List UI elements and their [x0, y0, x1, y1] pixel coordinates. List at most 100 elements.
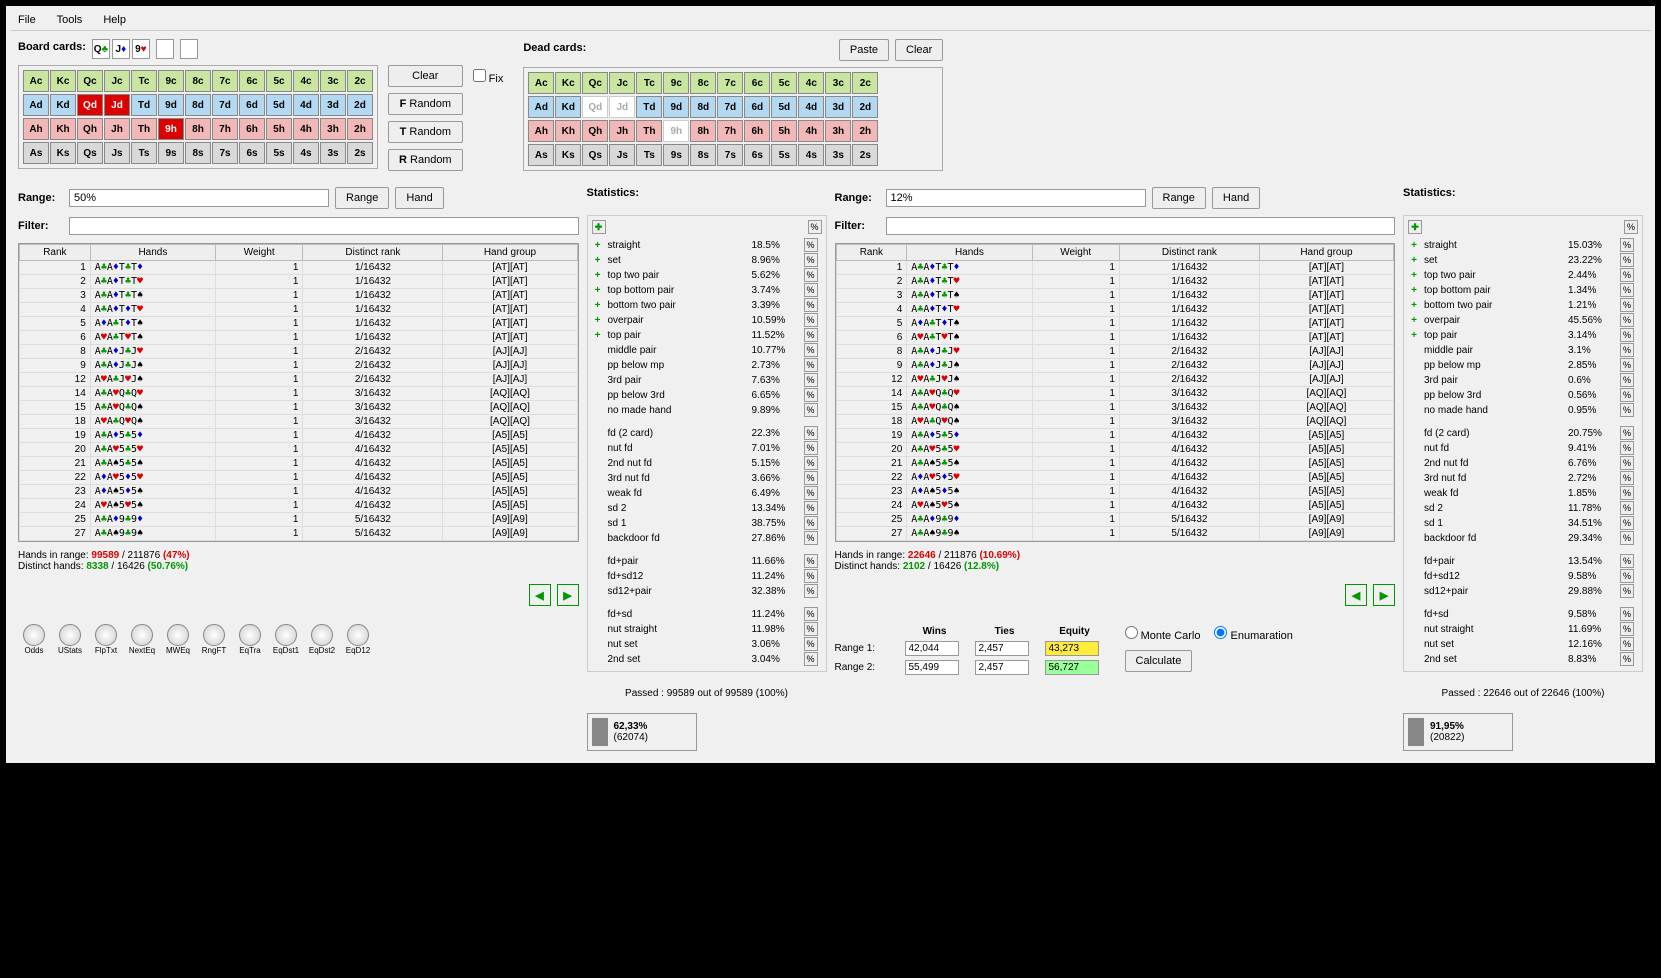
- hand-button-right[interactable]: Hand: [1212, 187, 1260, 209]
- card-9d[interactable]: 9d: [663, 96, 689, 118]
- filter-input-left[interactable]: [69, 217, 579, 235]
- calculate-button[interactable]: Calculate: [1125, 650, 1193, 672]
- card-2d[interactable]: 2d: [852, 96, 878, 118]
- card-Ah[interactable]: Ah: [23, 118, 49, 140]
- expand-icon[interactable]: +: [592, 315, 604, 326]
- pct-btn[interactable]: %: [804, 388, 818, 402]
- card-6s[interactable]: 6s: [744, 144, 770, 166]
- tool-eqdst1[interactable]: EqDst1: [270, 624, 302, 655]
- card-Tc[interactable]: Tc: [636, 72, 662, 94]
- table-row[interactable]: 27A♣A♠9♣9♠15/16432[A9][A9]: [836, 527, 1394, 541]
- board-card-Qc[interactable]: Q♣: [92, 39, 110, 59]
- card-Kc[interactable]: Kc: [555, 72, 581, 94]
- card-7s[interactable]: 7s: [717, 144, 743, 166]
- pct-btn[interactable]: %: [1620, 516, 1634, 530]
- card-9h[interactable]: 9h: [158, 118, 184, 140]
- r1-wins[interactable]: [905, 641, 959, 656]
- pct-btn[interactable]: %: [804, 373, 818, 387]
- pct-btn[interactable]: %: [804, 253, 818, 267]
- card-5h[interactable]: 5h: [771, 120, 797, 142]
- expand-icon[interactable]: +: [592, 240, 604, 251]
- board-random-f-button[interactable]: F Random: [388, 93, 463, 115]
- tool-mweq[interactable]: MWEq: [162, 624, 194, 655]
- board-random-t-button[interactable]: T Random: [388, 121, 463, 143]
- board-card-9h[interactable]: 9♥: [132, 39, 150, 59]
- pct-btn[interactable]: %: [1620, 298, 1634, 312]
- card-8d[interactable]: 8d: [185, 94, 211, 116]
- table-row[interactable]: 9A♣A♦J♣J♠12/16432[AJ][AJ]: [836, 359, 1394, 373]
- pct-btn[interactable]: %: [804, 313, 818, 327]
- card-5d[interactable]: 5d: [266, 94, 292, 116]
- pct-btn[interactable]: %: [804, 456, 818, 470]
- expand-icon[interactable]: +: [1408, 330, 1420, 341]
- table-row[interactable]: 23A♦A♠5♦5♠14/16432[A5][A5]: [836, 485, 1394, 499]
- hand-button-left[interactable]: Hand: [395, 187, 443, 209]
- card-Jc[interactable]: Jc: [609, 72, 635, 94]
- pct-btn[interactable]: %: [1620, 471, 1634, 485]
- table-row[interactable]: 21A♣A♠5♣5♠14/16432[A5][A5]: [836, 457, 1394, 471]
- menu-file[interactable]: File: [18, 14, 36, 26]
- card-Th[interactable]: Th: [636, 120, 662, 142]
- card-Jh[interactable]: Jh: [609, 120, 635, 142]
- card-Ac[interactable]: Ac: [23, 70, 49, 92]
- board-empty-slot[interactable]: [156, 39, 174, 59]
- tool-flptxt[interactable]: FlpTxt: [90, 624, 122, 655]
- card-3d[interactable]: 3d: [825, 96, 851, 118]
- pct-btn[interactable]: %: [804, 516, 818, 530]
- card-7h[interactable]: 7h: [212, 118, 238, 140]
- expand-icon[interactable]: +: [592, 300, 604, 311]
- card-Ad[interactable]: Ad: [23, 94, 49, 116]
- pct-btn[interactable]: %: [804, 501, 818, 515]
- card-4s[interactable]: 4s: [798, 144, 824, 166]
- table-row[interactable]: 8A♣A♦J♣J♥12/16432[AJ][AJ]: [20, 345, 578, 359]
- pct-btn[interactable]: %: [1620, 637, 1634, 651]
- expand-icon[interactable]: +: [592, 285, 604, 296]
- card-Kc[interactable]: Kc: [50, 70, 76, 92]
- dead-clear-button[interactable]: Clear: [895, 39, 943, 61]
- pct-btn[interactable]: %: [804, 486, 818, 500]
- board-empty-slot[interactable]: [180, 39, 198, 59]
- pct-btn[interactable]: %: [1620, 313, 1634, 327]
- pct-btn[interactable]: %: [804, 426, 818, 440]
- card-4s[interactable]: 4s: [293, 142, 319, 164]
- card-3c[interactable]: 3c: [320, 70, 346, 92]
- card-Td[interactable]: Td: [636, 96, 662, 118]
- pct-btn[interactable]: %: [804, 569, 818, 583]
- card-3h[interactable]: 3h: [320, 118, 346, 140]
- card-7d[interactable]: 7d: [212, 94, 238, 116]
- tool-rngft[interactable]: RngFT: [198, 624, 230, 655]
- nav-next-left[interactable]: ▶: [557, 584, 579, 606]
- card-6h[interactable]: 6h: [744, 120, 770, 142]
- card-4c[interactable]: 4c: [798, 72, 824, 94]
- tool-eqdst2[interactable]: EqDst2: [306, 624, 338, 655]
- card-Jd[interactable]: Jd: [104, 94, 130, 116]
- pct-btn[interactable]: %: [804, 298, 818, 312]
- table-row[interactable]: 18A♥A♣Q♥Q♠13/16432[AQ][AQ]: [836, 415, 1394, 429]
- card-9d[interactable]: 9d: [158, 94, 184, 116]
- fix-checkbox[interactable]: [473, 69, 486, 82]
- table-row[interactable]: 1A♣A♦T♣T♦11/16432[AT][AT]: [20, 261, 578, 275]
- pct-btn[interactable]: %: [1620, 501, 1634, 515]
- pct-btn[interactable]: %: [804, 343, 818, 357]
- card-3s[interactable]: 3s: [320, 142, 346, 164]
- card-2h[interactable]: 2h: [347, 118, 373, 140]
- table-row[interactable]: 20A♣A♥5♣5♥14/16432[A5][A5]: [836, 443, 1394, 457]
- menu-help[interactable]: Help: [103, 14, 126, 26]
- card-3c[interactable]: 3c: [825, 72, 851, 94]
- table-row[interactable]: 15A♣A♥Q♣Q♠13/16432[AQ][AQ]: [20, 401, 578, 415]
- add-stat-icon[interactable]: ✚: [1408, 220, 1422, 234]
- pct-btn[interactable]: %: [804, 531, 818, 545]
- pct-btn[interactable]: %: [1620, 253, 1634, 267]
- table-row[interactable]: 22A♦A♥5♦5♥14/16432[A5][A5]: [836, 471, 1394, 485]
- card-Qd[interactable]: Qd: [582, 96, 608, 118]
- tool-eqtra[interactable]: EqTra: [234, 624, 266, 655]
- card-5s[interactable]: 5s: [771, 144, 797, 166]
- card-7h[interactable]: 7h: [717, 120, 743, 142]
- expand-icon[interactable]: +: [1408, 255, 1420, 266]
- tool-odds[interactable]: Odds: [18, 624, 50, 655]
- table-row[interactable]: 19A♣A♦5♣5♦14/16432[A5][A5]: [20, 429, 578, 443]
- card-Qs[interactable]: Qs: [582, 144, 608, 166]
- card-6c[interactable]: 6c: [744, 72, 770, 94]
- table-row[interactable]: 25A♣A♦9♣9♦15/16432[A9][A9]: [20, 513, 578, 527]
- table-row[interactable]: 2A♣A♦T♣T♥11/16432[AT][AT]: [836, 275, 1394, 289]
